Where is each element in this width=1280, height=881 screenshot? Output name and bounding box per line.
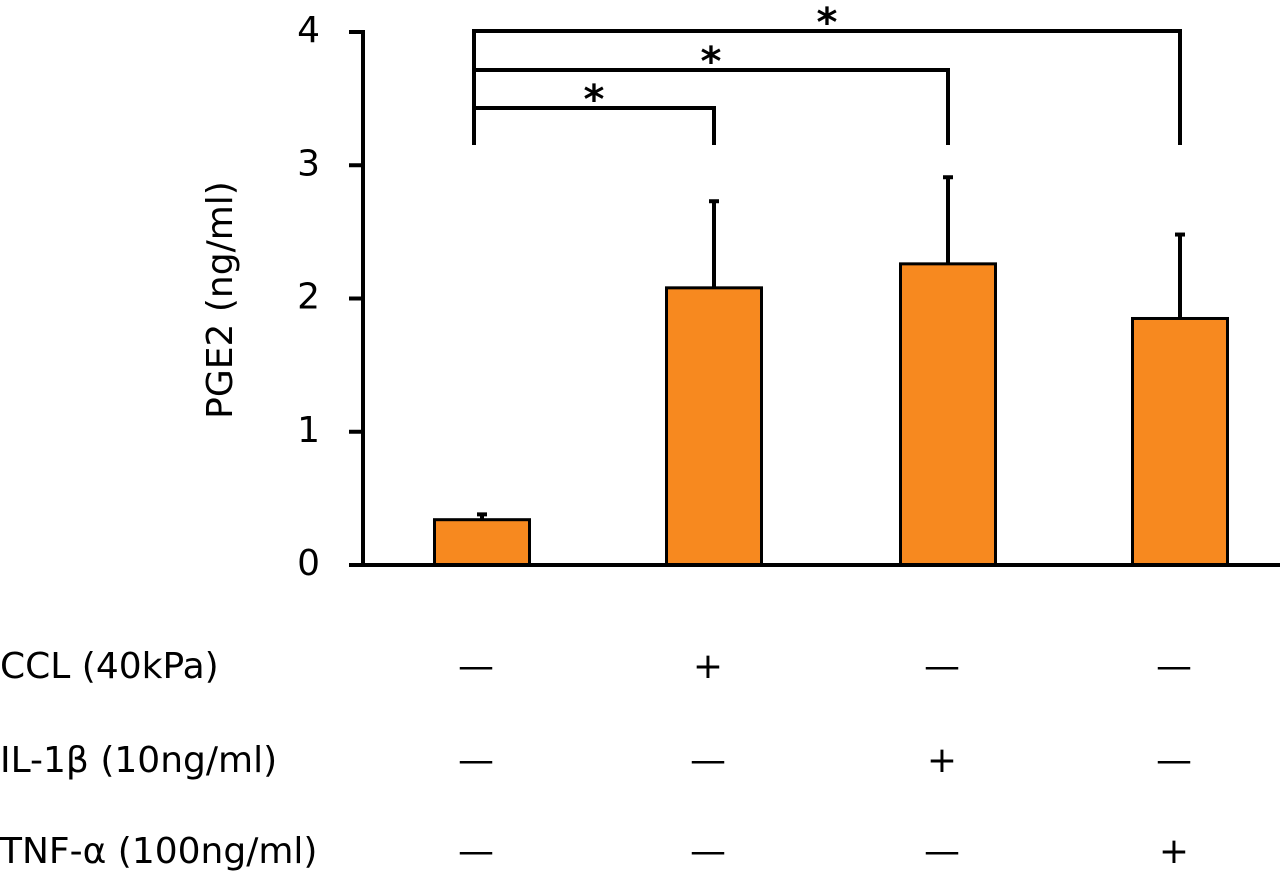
treatment-symbol: —: [458, 740, 494, 781]
y-tick-label: 4: [297, 10, 320, 51]
treatment-symbol: —: [1156, 646, 1192, 687]
treatment-symbol: —: [458, 831, 494, 872]
treatment-symbol: —: [458, 646, 494, 687]
treatment-symbol: +: [693, 646, 723, 687]
bar: [899, 262, 997, 567]
bar: [433, 518, 531, 567]
significance-label: *: [584, 77, 605, 123]
treatment-symbol: —: [924, 646, 960, 687]
bar: [1131, 316, 1229, 567]
significance-bracket: [472, 29, 1182, 145]
treatment-symbol: —: [924, 831, 960, 872]
treatment-label: IL-1β (10ng/ml): [0, 740, 277, 781]
treatment-symbol: —: [690, 740, 726, 781]
bar: [665, 286, 763, 567]
significance-label: *: [701, 39, 722, 85]
y-tick-label: 2: [297, 277, 320, 318]
treatment-symbol: +: [1159, 831, 1189, 872]
treatment-symbol: —: [690, 831, 726, 872]
treatment-label: CCL (40kPa): [0, 646, 219, 687]
y-tick-label: 3: [297, 143, 320, 184]
y-tick-label: 1: [297, 410, 320, 451]
significance-label: *: [817, 0, 838, 46]
treatment-symbol: —: [1156, 740, 1192, 781]
treatment-label: TNF-α (100ng/ml): [0, 831, 317, 872]
y-axis-label: PGE2 (ng/ml): [200, 181, 241, 419]
treatment-symbol: +: [927, 740, 957, 781]
y-tick-label: 0: [297, 543, 320, 584]
